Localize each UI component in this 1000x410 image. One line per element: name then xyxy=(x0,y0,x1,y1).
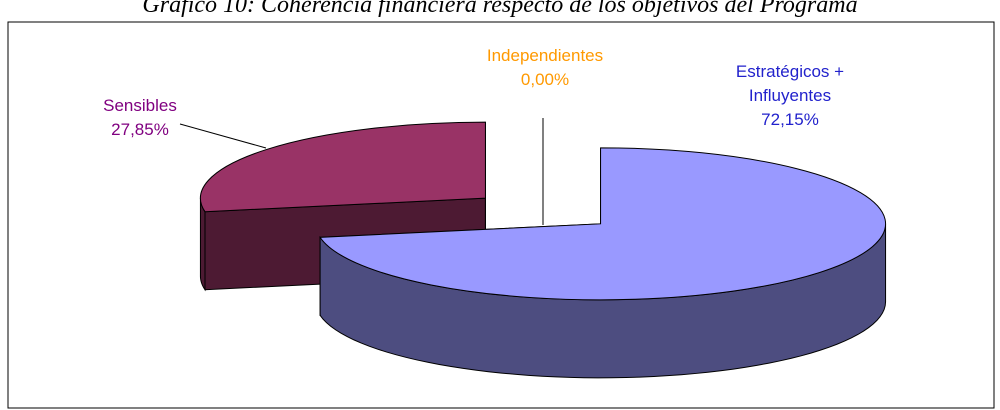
pie-slice xyxy=(199,121,486,213)
data-label: Sensibles 27,85% xyxy=(60,94,220,142)
category-label: Sensibles xyxy=(103,96,177,115)
value-label: 27,85% xyxy=(111,120,169,139)
data-label: Independientes 0,00% xyxy=(445,44,645,92)
value-label: 0,00% xyxy=(520,70,570,89)
slice-side xyxy=(199,198,206,292)
category-label: Independientes xyxy=(486,46,604,65)
leader-line xyxy=(179,123,267,149)
data-label: Estratégicos + Influyentes 72,15% xyxy=(700,60,880,132)
value-label: 72,15% xyxy=(761,110,819,129)
chart-title: Gráfico 10: Coherencia financiera respec… xyxy=(142,0,858,18)
pie-slice xyxy=(319,147,887,301)
category-label: Estratégicos + Influyentes xyxy=(735,62,845,105)
